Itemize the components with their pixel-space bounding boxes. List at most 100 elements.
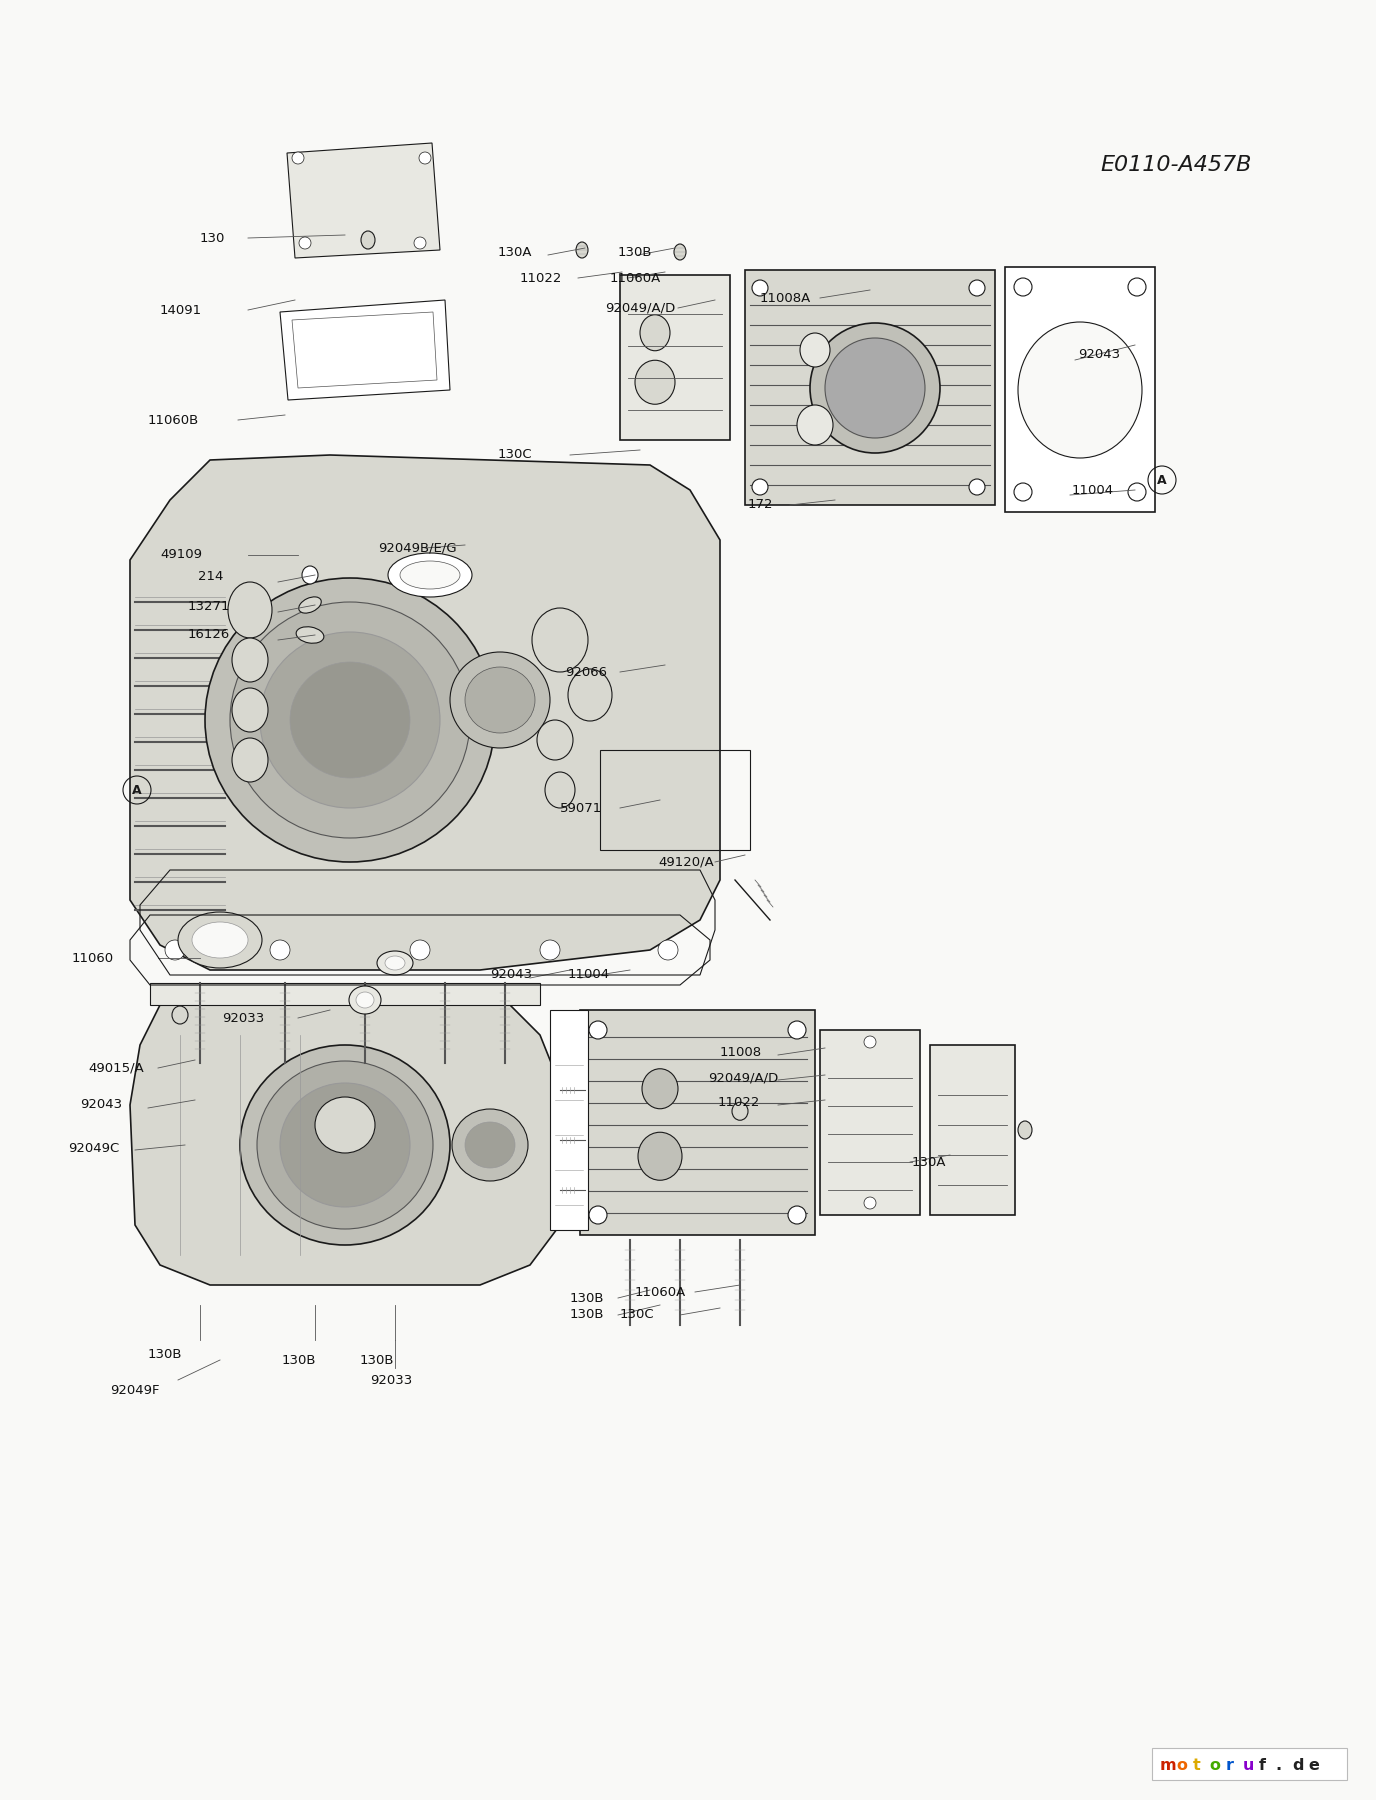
Ellipse shape (797, 405, 832, 445)
Ellipse shape (233, 688, 268, 733)
Ellipse shape (864, 1197, 877, 1210)
Ellipse shape (753, 479, 768, 495)
Text: 130B: 130B (618, 245, 652, 259)
Ellipse shape (643, 1069, 678, 1109)
Text: 49015/A: 49015/A (88, 1062, 143, 1075)
Text: A: A (132, 783, 142, 796)
Text: e: e (1309, 1757, 1320, 1773)
Polygon shape (288, 142, 440, 257)
Text: A: A (1157, 473, 1167, 486)
Text: f: f (1259, 1757, 1266, 1773)
Ellipse shape (279, 1084, 410, 1208)
Ellipse shape (260, 632, 440, 808)
Ellipse shape (1128, 482, 1146, 500)
Ellipse shape (292, 151, 304, 164)
Ellipse shape (640, 315, 670, 351)
Bar (550, 1010, 588, 1229)
Polygon shape (129, 455, 720, 970)
Text: 11008: 11008 (720, 1046, 762, 1058)
Ellipse shape (545, 772, 575, 808)
Ellipse shape (589, 1021, 607, 1039)
Ellipse shape (1018, 1121, 1032, 1139)
Ellipse shape (539, 940, 560, 959)
Ellipse shape (788, 1206, 806, 1224)
Text: 130B: 130B (570, 1309, 604, 1321)
Ellipse shape (233, 637, 268, 682)
Ellipse shape (350, 986, 381, 1013)
Bar (930, 1046, 1015, 1215)
Text: u: u (1243, 1757, 1254, 1773)
Text: 11060A: 11060A (634, 1285, 687, 1298)
Ellipse shape (388, 553, 472, 598)
Ellipse shape (799, 333, 830, 367)
Text: 92049B/E/G: 92049B/E/G (378, 542, 457, 554)
Text: 14091: 14091 (160, 304, 202, 317)
Ellipse shape (205, 578, 495, 862)
Polygon shape (279, 301, 450, 400)
Bar (294, 506, 400, 635)
Text: t: t (1193, 1757, 1201, 1773)
Ellipse shape (465, 668, 535, 733)
Text: 130C: 130C (498, 448, 533, 461)
Text: 214: 214 (198, 569, 223, 583)
Ellipse shape (674, 245, 687, 259)
Ellipse shape (450, 652, 550, 749)
FancyBboxPatch shape (1152, 1748, 1347, 1780)
Ellipse shape (465, 1121, 515, 1168)
Polygon shape (294, 488, 420, 506)
Ellipse shape (638, 1132, 682, 1181)
Ellipse shape (577, 241, 588, 257)
Text: o: o (1176, 1757, 1187, 1773)
Ellipse shape (826, 338, 925, 437)
Ellipse shape (315, 1096, 376, 1154)
Ellipse shape (270, 940, 290, 959)
Text: 92049F: 92049F (110, 1384, 160, 1397)
Ellipse shape (537, 720, 572, 760)
Ellipse shape (299, 238, 311, 248)
Bar (600, 751, 750, 850)
Ellipse shape (1128, 277, 1146, 295)
Text: 92049/A/D: 92049/A/D (605, 301, 676, 315)
Text: 11004: 11004 (568, 968, 610, 981)
Text: 130B: 130B (361, 1354, 395, 1366)
Ellipse shape (414, 238, 427, 248)
Text: 130A: 130A (498, 245, 533, 259)
Bar (621, 275, 731, 439)
Text: 49109: 49109 (160, 549, 202, 562)
Ellipse shape (1018, 322, 1142, 457)
Bar (1004, 266, 1154, 511)
Ellipse shape (634, 360, 676, 405)
Text: m: m (1160, 1757, 1176, 1773)
Ellipse shape (356, 992, 374, 1008)
Ellipse shape (377, 950, 413, 976)
Ellipse shape (361, 230, 376, 248)
Ellipse shape (732, 1102, 749, 1120)
Text: 11022: 11022 (718, 1096, 761, 1109)
Ellipse shape (172, 1006, 189, 1024)
Ellipse shape (400, 562, 460, 589)
Text: 172: 172 (749, 499, 773, 511)
Text: 11008A: 11008A (760, 292, 812, 304)
Text: 130: 130 (200, 232, 226, 245)
Text: r: r (1226, 1757, 1234, 1773)
Text: 13271: 13271 (189, 599, 231, 612)
Text: o: o (1210, 1757, 1221, 1773)
Text: 130B: 130B (149, 1348, 183, 1361)
Text: E0110-A457B: E0110-A457B (1099, 155, 1251, 175)
Text: 130C: 130C (621, 1309, 655, 1321)
Ellipse shape (193, 922, 248, 958)
Bar (581, 1010, 815, 1235)
Text: 92049C: 92049C (67, 1141, 120, 1154)
Ellipse shape (533, 608, 588, 671)
Ellipse shape (257, 1060, 433, 1229)
Text: 130B: 130B (570, 1292, 604, 1305)
Ellipse shape (1014, 482, 1032, 500)
Bar (820, 1030, 921, 1215)
Text: 92043: 92043 (490, 968, 533, 981)
Ellipse shape (385, 956, 405, 970)
Bar (150, 983, 539, 1004)
Text: 11022: 11022 (520, 272, 563, 284)
Bar (744, 270, 995, 506)
Ellipse shape (451, 1109, 528, 1181)
Ellipse shape (228, 581, 272, 637)
